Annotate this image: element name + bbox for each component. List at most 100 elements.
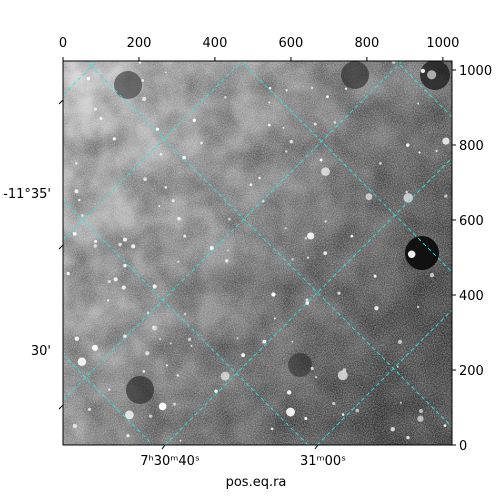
star (169, 342, 172, 345)
star (310, 86, 314, 90)
star (176, 374, 179, 377)
star (78, 198, 81, 202)
star (66, 271, 70, 276)
y-tick-label: 0 (459, 439, 467, 454)
star (108, 388, 111, 391)
star (182, 155, 186, 160)
star (313, 122, 317, 126)
star (332, 401, 336, 405)
star (86, 76, 91, 81)
star (284, 227, 287, 230)
star (310, 366, 314, 370)
star (289, 140, 293, 144)
star (148, 414, 153, 418)
star (93, 107, 98, 111)
star (152, 325, 155, 328)
star (282, 126, 285, 129)
star (304, 416, 308, 421)
star (417, 415, 424, 422)
star (200, 141, 203, 145)
star (271, 292, 276, 297)
star (227, 249, 229, 252)
star (177, 260, 180, 263)
star (324, 220, 327, 223)
star (420, 68, 426, 74)
star (406, 435, 410, 440)
star (183, 234, 187, 238)
x-tick-label: 800 (354, 36, 379, 51)
star (285, 89, 288, 92)
x-tick-label: 600 (279, 36, 304, 51)
star (344, 87, 348, 90)
star (74, 161, 78, 165)
star (291, 340, 294, 343)
star (406, 143, 410, 147)
star (379, 161, 382, 165)
star (165, 364, 169, 367)
ra-tick-label: 31ᵐ00ˢ (300, 454, 346, 469)
star (416, 305, 420, 309)
star (158, 205, 161, 207)
star (405, 190, 408, 194)
star (287, 390, 292, 395)
star (391, 61, 396, 64)
star (159, 152, 163, 156)
frame (62, 60, 453, 446)
star (304, 237, 308, 240)
dec-tick (58, 244, 64, 250)
y-tick-label: 800 (459, 139, 484, 154)
star (118, 242, 122, 247)
star (262, 339, 267, 344)
x-tick-label: 0 (59, 36, 67, 51)
star (373, 274, 377, 278)
star (99, 116, 103, 121)
star (258, 176, 261, 180)
star (164, 186, 168, 189)
ra-tick (161, 444, 166, 450)
y-tick-label: 1000 (459, 64, 492, 79)
dec-tick-label: 30' (31, 344, 51, 359)
star (123, 263, 127, 268)
dec-tick (58, 404, 64, 410)
star (155, 127, 160, 131)
x-tick-label: 1000 (426, 36, 459, 51)
star (209, 246, 214, 251)
star (138, 61, 142, 64)
star (183, 312, 187, 316)
star (321, 167, 330, 177)
star (418, 151, 421, 154)
star (268, 86, 272, 90)
star (350, 234, 354, 238)
star (286, 407, 295, 417)
star (374, 306, 379, 311)
x-tick-label: 400 (203, 36, 228, 51)
star (228, 217, 231, 221)
ra-tick (314, 444, 319, 450)
star (435, 149, 438, 153)
star (270, 427, 274, 431)
star (142, 370, 146, 373)
star (81, 214, 84, 217)
star (179, 439, 182, 442)
star (268, 101, 271, 104)
star (443, 424, 447, 427)
star (337, 291, 341, 295)
star (72, 232, 77, 236)
star (190, 344, 193, 347)
star (123, 334, 127, 339)
star (326, 95, 329, 99)
dec-tick-label: -11°35' (3, 187, 51, 202)
star (94, 239, 98, 243)
star (165, 71, 167, 74)
star (171, 199, 175, 203)
star (92, 344, 98, 351)
star (429, 273, 435, 278)
star (224, 96, 227, 99)
star (74, 189, 79, 194)
x-axis-label: pos.eq.ra (226, 475, 287, 490)
star (319, 158, 323, 162)
star (152, 284, 157, 289)
star (444, 194, 448, 198)
